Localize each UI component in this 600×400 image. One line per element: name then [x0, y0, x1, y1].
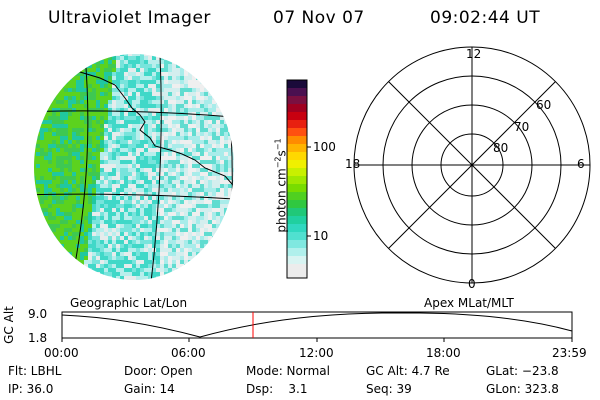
door-info: Door: Open	[124, 364, 193, 378]
filter-info: Flt: LBHL	[8, 364, 62, 378]
altitude-ytick-min: 1.8	[28, 331, 48, 345]
time-tick-1800: 18:00	[426, 346, 461, 360]
colorbar-tick-10: 10	[313, 229, 329, 243]
mlt-label-12: 12	[466, 47, 482, 61]
longitude-line	[149, 54, 162, 280]
geographic-panel-label: Geographic Lat/Lon	[70, 296, 188, 310]
mlat-label-80: 80	[493, 141, 509, 155]
mode-info: Mode: Normal	[246, 364, 330, 378]
instrument-title: Ultraviolet Imager	[48, 8, 211, 28]
time-tick-1200: 12:00	[299, 346, 334, 360]
mlt-label-6: 6	[577, 157, 585, 171]
ip-info: IP: 36.0	[8, 382, 54, 396]
glat-info: GLat: −23.8	[486, 364, 559, 378]
coastline	[54, 57, 234, 193]
date-label: 07 Nov 07	[273, 8, 365, 28]
unit-exp-2: −1	[273, 138, 283, 151]
polar-grid	[353, 46, 591, 284]
colorbar-tick-100: 100	[313, 140, 336, 154]
color-bar	[286, 79, 311, 279]
mlat-label-60: 60	[536, 98, 552, 112]
latitude-line	[34, 193, 234, 201]
gc-alt-info: GC Alt: 4.7 Re	[366, 364, 450, 378]
seq-info: Seq: 39	[366, 382, 412, 396]
dsp-info: Dsp: 3.1	[246, 382, 308, 396]
gain-info: Gain: 14	[124, 382, 175, 396]
time-label: 09:02:44 UT	[430, 8, 541, 28]
time-tick-0000: 00:00	[44, 346, 79, 360]
glon-info: GLon: 323.8	[486, 382, 559, 396]
latitude-line	[34, 110, 234, 119]
colorbar-unit-label: photon cm−2s−1	[274, 131, 289, 241]
unit-exp-1: −2	[273, 156, 283, 169]
altitude-plot	[61, 311, 573, 342]
altitude-ylabel: GC Alt	[1, 306, 16, 344]
time-tick-0600: 06:00	[171, 346, 206, 360]
altitude-curve	[61, 312, 573, 338]
auroral-image	[34, 54, 234, 280]
unit-label-text: photon cm	[274, 168, 289, 233]
mlt-label-18: 18	[345, 157, 361, 171]
mlat-label-70: 70	[514, 120, 530, 134]
mlt-label-0: 0	[468, 277, 476, 291]
unit-mid: s	[274, 150, 289, 157]
altitude-ytick-max: 9.0	[28, 307, 48, 321]
apex-panel-label: Apex MLat/MLT	[424, 296, 514, 310]
time-tick-2359: 23:59	[552, 346, 587, 360]
